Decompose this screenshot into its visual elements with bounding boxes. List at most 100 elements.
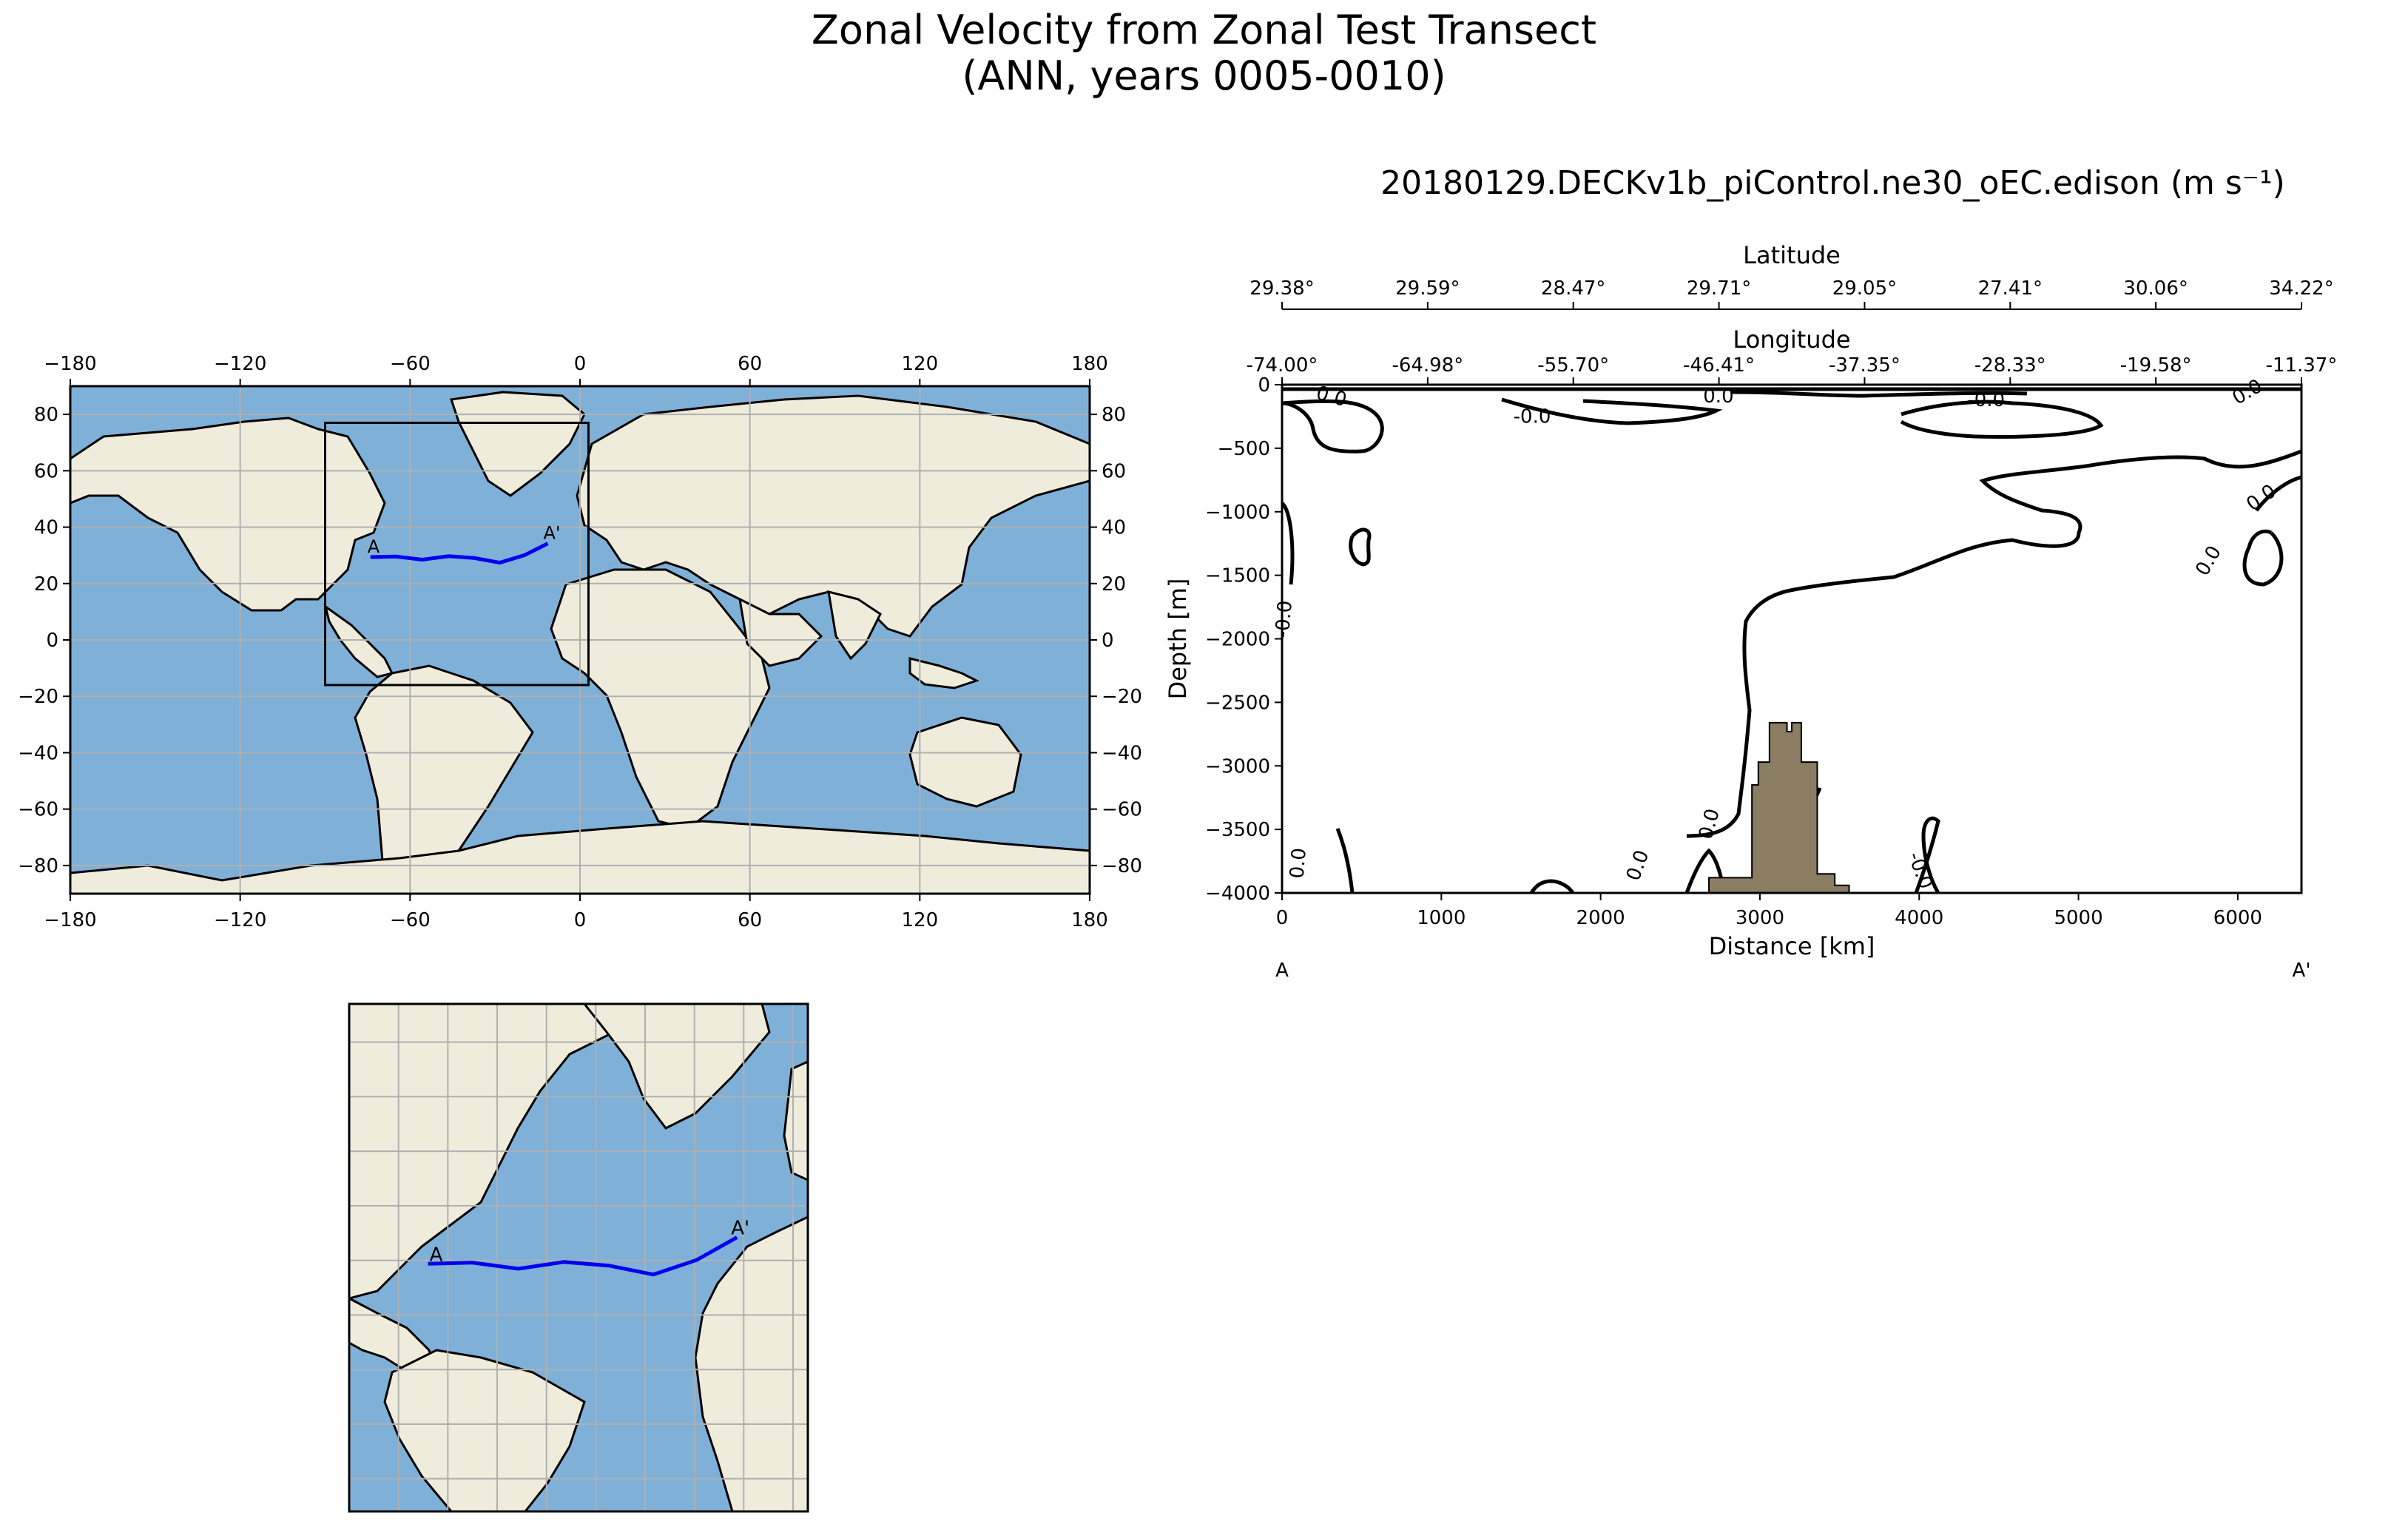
section-x-tick: 5000 [2054, 907, 2102, 929]
global-y-tick-right: 60 [1102, 460, 1126, 482]
latitude-tick: 29.59° [1395, 277, 1460, 300]
global-y-tick-left: 20 [34, 573, 58, 596]
contour-upper-west [1282, 399, 1384, 454]
global-y-tick-left: 40 [34, 517, 58, 539]
section-title: 20180129.DECKv1b_piControl.ne30_oEC.edis… [1380, 164, 2285, 202]
section-x-tick: 2000 [1576, 907, 1625, 929]
global-x-tick-bottom: −120 [214, 909, 266, 931]
global-y-tick-left: 60 [34, 460, 58, 482]
zoom-transect-label-a: A [430, 1244, 443, 1266]
global-y-tick-right: −60 [1102, 799, 1142, 821]
longitude-tick: -64.98° [1392, 354, 1463, 377]
section-y-tick: 0 [1258, 374, 1270, 397]
longitude-tick: -46.41° [1683, 354, 1755, 377]
global-x-tick-top: −120 [214, 353, 266, 375]
global-y-tick-left: −40 [18, 742, 58, 764]
seafloor-topography [1708, 721, 1850, 893]
global-map-land [70, 391, 1090, 894]
latitude-tick: 29.71° [1687, 277, 1751, 300]
contour-seafloor-left [1335, 828, 1355, 893]
zoom-transect-label-a-prime: A' [731, 1218, 749, 1240]
latitude-tick: 29.38° [1249, 277, 1314, 300]
global-x-tick-top: 60 [738, 353, 762, 375]
contour-east-right [2255, 475, 2301, 512]
global-x-tick-top: 0 [574, 353, 587, 375]
global-x-tick-top: 120 [902, 353, 939, 375]
longitude-tick: -55.70° [1537, 354, 1609, 377]
global-x-tick-bottom: 60 [738, 909, 762, 931]
global-map: A A' −180 −180 −120 −120 −60 −60 0 0 60 60 120 120 1… [18, 353, 1142, 931]
transect-section-plot: Latitude 29.38° 29.59° 28.47° 29.71° 29.05° 27… [1164, 241, 2338, 982]
contour-label: 0.0 [1703, 385, 1733, 408]
global-y-tick-right: 0 [1102, 630, 1114, 652]
contour-label: 0.0 [1695, 806, 1724, 842]
section-y-tick: −1000 [1205, 502, 1270, 524]
global-y-tick-left: 0 [46, 630, 58, 652]
global-transect-label-a: A [368, 536, 380, 557]
global-x-tick-bottom: −60 [390, 909, 431, 931]
global-y-tick-left: −20 [18, 686, 58, 708]
latitude-tick: 27.41° [1978, 277, 2043, 300]
contour-deep-west [1282, 502, 1295, 585]
contour-label: 0.0 [2242, 480, 2280, 516]
contour-label: 0.0 [1314, 382, 1349, 411]
contour-blob [1349, 527, 1372, 567]
global-transect-label-a-prime: A' [543, 523, 560, 544]
global-y-tick-right: −40 [1102, 742, 1142, 764]
contour-big [1686, 449, 2301, 838]
contour-label: 0.0 [1286, 847, 1310, 880]
zoom-land-europe [783, 1060, 808, 1181]
global-x-tick-bottom: 120 [902, 909, 939, 931]
contour-label: -0.0 [1272, 599, 1297, 638]
latitude-tick: 28.47° [1541, 277, 1605, 300]
section-y-tick: −2000 [1205, 629, 1270, 651]
longitude-tick: -11.37° [2266, 354, 2338, 377]
global-x-tick-bottom: −180 [44, 909, 96, 931]
section-y-tick: −3500 [1205, 819, 1270, 841]
zoom-land-south-america [383, 1349, 586, 1511]
zoom-transect-line [428, 1235, 738, 1277]
figure-title-line2: (ANN, years 0005-0010) [962, 53, 1446, 99]
land-central-america [323, 604, 394, 678]
land-australia [908, 716, 1022, 808]
contour-seafloor-5 [1914, 816, 1940, 893]
contour-upper-mid2 [1730, 390, 2028, 398]
contour-label: -0.0 [1903, 849, 1937, 892]
global-x-tick-bottom: 0 [574, 909, 587, 931]
section-x-tick: 6000 [2213, 907, 2262, 929]
land-arabia [738, 597, 823, 667]
land-eurasia [576, 394, 1090, 638]
global-y-tick-right: 80 [1102, 404, 1126, 426]
land-indonesia [908, 657, 979, 689]
land-africa [550, 568, 771, 830]
x-axis-label: Distance [km] [1709, 932, 1875, 960]
contour-upper-mid [1501, 397, 1723, 425]
zoom-map-frame [348, 1002, 809, 1513]
section-x-tick: 4000 [1895, 907, 1943, 929]
global-y-tick-right: −20 [1102, 686, 1142, 708]
section-y-tick: −3000 [1205, 755, 1270, 778]
longitude-axis-label: Longitude [1733, 326, 1850, 354]
zoom-land-africa [694, 1216, 808, 1511]
land-greenland [450, 391, 586, 497]
latitude-tick: 30.06° [2123, 277, 2188, 300]
global-x-tick-top: −60 [390, 353, 431, 375]
global-x-tick-top: −180 [44, 353, 96, 375]
global-y-tick-right: −80 [1102, 855, 1142, 877]
contour-upper-east [1900, 399, 2104, 439]
latitude-tick: 34.22° [2269, 277, 2333, 300]
section-x-tick: 3000 [1736, 907, 1784, 929]
section-x-tick: 0 [1276, 907, 1289, 929]
global-y-tick-right: 20 [1102, 573, 1126, 596]
section-y-tick: −1500 [1205, 565, 1270, 587]
zoom-land-greenland [583, 1004, 771, 1130]
longitude-tick: -19.58° [2120, 354, 2192, 377]
contour-label: -0.0 [1514, 406, 1551, 428]
contour-lines [1282, 387, 2301, 893]
section-y-tick: −500 [1218, 438, 1270, 460]
longitude-tick: -74.00° [1247, 354, 1318, 377]
contour-label: 0.0 [2191, 542, 2226, 580]
contour-east-loop [2242, 529, 2284, 587]
zoom-map: A A' [348, 1002, 809, 1513]
section-endpoint-a: A [1275, 960, 1289, 982]
